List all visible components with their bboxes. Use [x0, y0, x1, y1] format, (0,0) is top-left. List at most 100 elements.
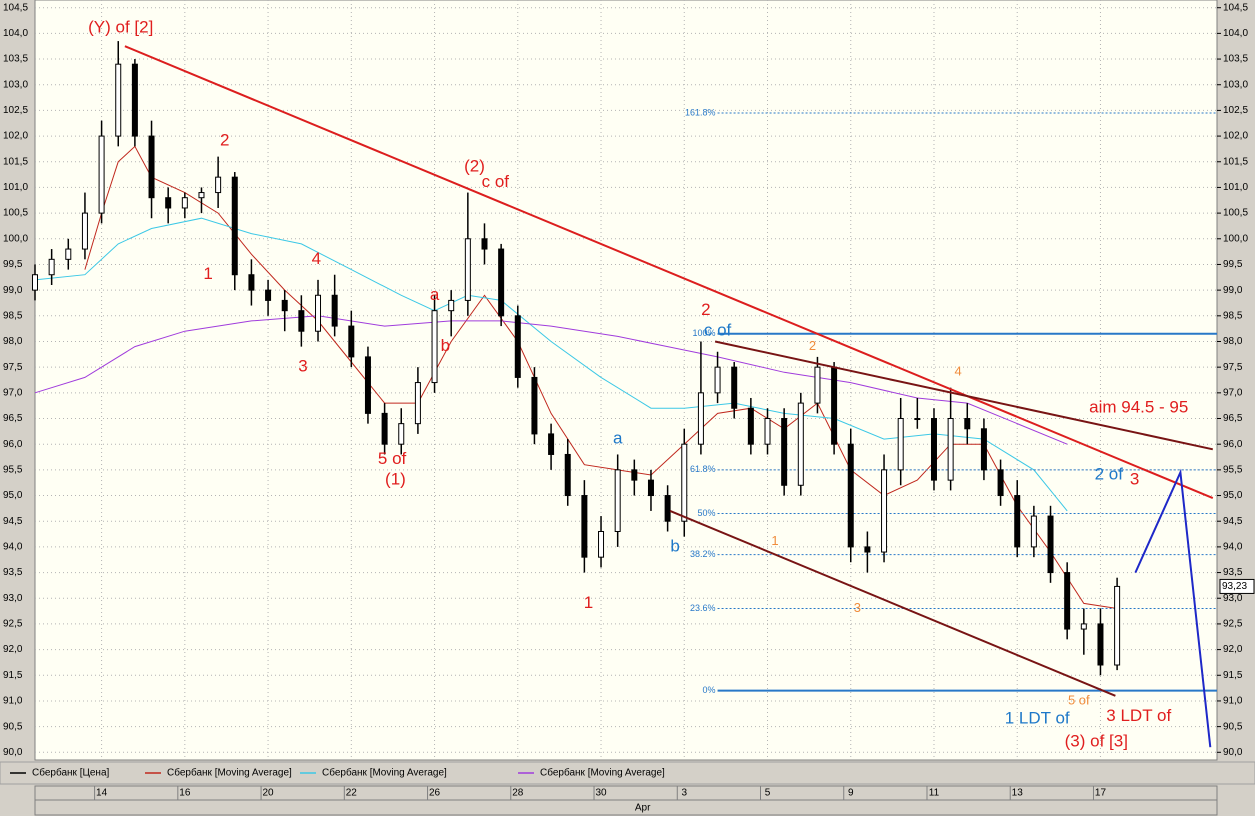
wave-label: a	[613, 429, 623, 448]
wave-label: 1	[584, 593, 593, 612]
y-tick-label: 103,5	[3, 54, 28, 65]
wave-label: b	[441, 336, 450, 355]
candle-body	[448, 299, 455, 312]
candle-body	[514, 315, 521, 378]
x-tick-label: 5	[765, 788, 771, 799]
x-tick-label: 13	[1012, 788, 1024, 799]
y-tick-label: 98,0	[3, 336, 23, 347]
legend-label: Сбербанк [Moving Average]	[167, 767, 292, 779]
y-tick-label-right: 96,0	[1223, 439, 1243, 450]
trendline	[1134, 468, 1212, 748]
candle-body	[947, 418, 954, 481]
candle-body	[980, 428, 987, 471]
candle-body	[930, 418, 937, 481]
y-tick-label: 101,5	[3, 156, 28, 167]
wave-label: 3	[298, 357, 307, 376]
wave-label: 1	[771, 533, 778, 548]
y-tick-label-right: 91,0	[1223, 696, 1243, 707]
wave-label: 1 LDT of	[1005, 708, 1070, 727]
y-tick-label: 93,5	[3, 567, 23, 578]
wave-label: a	[430, 285, 440, 304]
x-tick-label: 14	[96, 788, 108, 799]
y-tick-label: 94,0	[3, 542, 23, 553]
trendline	[669, 509, 1116, 697]
wave-label: 3	[854, 600, 861, 615]
candle-body	[381, 412, 388, 445]
y-tick-label: 90,0	[3, 747, 23, 758]
candle-body	[781, 418, 788, 486]
candle-body	[398, 423, 405, 445]
wave-label: c of	[482, 172, 510, 191]
y-tick-label: 94,5	[3, 516, 23, 527]
candle-body	[614, 469, 621, 532]
x-tick-label: 30	[595, 788, 607, 799]
wave-label: 3 LDT of	[1106, 706, 1171, 725]
wave-label: 3	[1130, 470, 1139, 489]
candle-body	[831, 366, 838, 445]
wave-label: (2)	[464, 156, 485, 175]
y-tick-label-right: 104,5	[1223, 2, 1248, 13]
x-tick-label: 20	[263, 788, 275, 799]
candle-body	[215, 176, 222, 194]
y-tick-label: 99,5	[3, 259, 23, 270]
y-tick-label-right: 92,5	[1223, 619, 1243, 630]
month-label: Apr	[635, 803, 651, 814]
y-tick-label-right: 95,5	[1223, 465, 1243, 476]
candle-body	[431, 310, 438, 384]
candle-body	[32, 274, 38, 291]
candle-body	[364, 356, 371, 414]
x-tick-label: 22	[346, 788, 358, 799]
candle-body	[914, 418, 921, 421]
candle-body	[281, 299, 288, 312]
wave-label: (3) of [3]	[1065, 732, 1128, 751]
y-tick-label: 96,0	[3, 439, 23, 450]
y-tick-label-right: 103,5	[1223, 54, 1248, 65]
y-tick-label-right: 99,0	[1223, 285, 1243, 296]
last-price-box	[1219, 578, 1255, 594]
y-tick-label-right: 100,5	[1223, 208, 1248, 219]
y-tick-label: 104,5	[3, 2, 28, 13]
candle-body	[414, 382, 421, 425]
wave-label: 4	[312, 249, 321, 268]
candle-body	[1030, 515, 1037, 548]
candle-body	[531, 376, 538, 435]
y-tick-label-right: 99,5	[1223, 259, 1243, 270]
candle-body	[814, 366, 821, 404]
fib-label: 0%	[703, 685, 716, 695]
candle-body	[581, 495, 588, 558]
candle-body	[714, 366, 721, 394]
trendline	[714, 340, 1214, 451]
candle-body	[598, 530, 605, 558]
candle-body	[747, 407, 754, 445]
candle-body	[697, 392, 704, 445]
candle-body	[1047, 515, 1054, 574]
wave-label: aim 94.5 - 95	[1089, 398, 1188, 417]
y-tick-label: 102,5	[3, 105, 28, 116]
wave-label: 5 of	[1068, 692, 1090, 707]
y-tick-label-right: 103,0	[1223, 79, 1248, 90]
candle-body	[731, 366, 738, 409]
fib-label: 38.2%	[690, 549, 716, 559]
candle-body	[764, 418, 771, 445]
candle-body	[165, 197, 172, 209]
y-tick-label: 104,0	[3, 28, 28, 39]
y-tick-label-right: 98,5	[1223, 310, 1243, 321]
candle-body	[481, 238, 488, 250]
y-tick-label-right: 97,0	[1223, 387, 1243, 398]
fib-label: 161.8%	[685, 107, 716, 117]
y-tick-label: 92,0	[3, 644, 23, 655]
candle-body	[797, 402, 804, 486]
candle-body	[148, 135, 155, 199]
x-tick-label: 16	[179, 788, 191, 799]
legend-label: Сбербанк [Moving Average]	[540, 767, 665, 779]
candle-body	[1064, 572, 1071, 630]
x-tick-label: 11	[929, 788, 940, 799]
y-tick-label: 95,0	[3, 490, 23, 501]
candle-body	[131, 63, 138, 137]
y-tick-label: 102,0	[3, 131, 28, 142]
y-tick-label-right: 98,0	[1223, 336, 1243, 347]
fib-label: 61.8%	[690, 464, 716, 474]
candle-body	[647, 479, 654, 497]
candle-body	[881, 469, 888, 553]
wave-label: 2 of	[1095, 464, 1124, 483]
